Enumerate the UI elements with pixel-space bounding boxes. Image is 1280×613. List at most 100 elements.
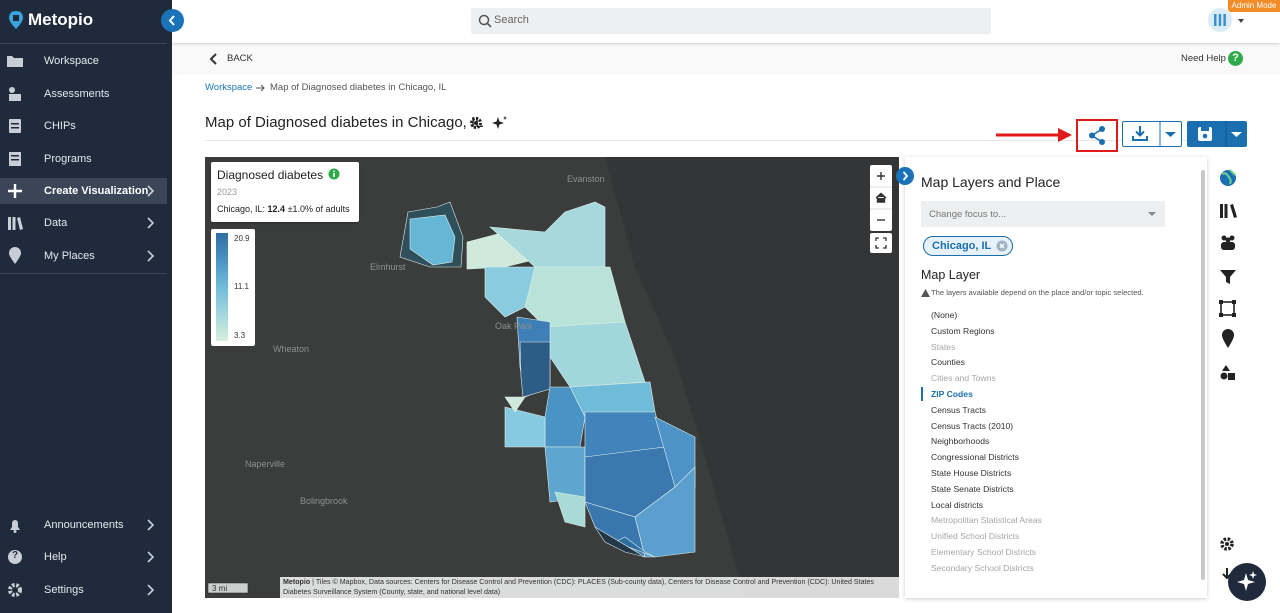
layer-option: Unified School Districts	[931, 531, 1020, 542]
nav-icon	[9, 247, 21, 264]
nav-item[interactable]: Settings	[0, 577, 167, 603]
layer-option[interactable]: Local districts	[931, 499, 984, 510]
legend-place: Chicago, IL:	[217, 204, 266, 214]
nav-icon	[7, 56, 23, 67]
legend-gradient	[216, 233, 228, 341]
map-label: Bolingbrook	[300, 496, 348, 506]
collapse-sidebar[interactable]	[161, 9, 184, 32]
search-placeholder: Search	[494, 14, 529, 26]
nav-item[interactable]: CHIPs	[0, 113, 167, 139]
map-label: Oak Park	[495, 321, 533, 331]
chip-label: Chicago, IL	[932, 240, 992, 252]
nav-item[interactable]: Announcements	[0, 512, 167, 538]
nav-label: My Places	[44, 250, 95, 262]
chevron	[147, 217, 155, 229]
nav-item[interactable]: My Places	[0, 243, 167, 269]
nav-icon	[8, 550, 22, 564]
layer-option[interactable]: ZIP Codes	[931, 389, 973, 399]
selected-indicator	[921, 387, 923, 401]
layer-option: Metropolitan Statistical Areas	[931, 515, 1042, 526]
layer-option: Cities and Towns	[931, 373, 996, 384]
layer-option[interactable]: Census Tracts (2010)	[931, 420, 1014, 431]
legend-summary: Chicago, IL: 12.4 ±1.0% of adults	[217, 204, 350, 214]
fullscreen-button[interactable]	[870, 233, 892, 253]
search-box[interactable]: Search	[471, 8, 991, 34]
panel-collapse[interactable]	[896, 167, 914, 185]
map-label: Wheaton	[273, 344, 309, 354]
layer-option[interactable]: Census Tracts	[931, 404, 986, 415]
scrollbar[interactable]	[1201, 170, 1205, 580]
save-button[interactable]	[1187, 121, 1247, 147]
zoom-controls[interactable]	[870, 165, 892, 231]
focus-dropdown[interactable]: Change focus to...	[921, 201, 1165, 227]
map-label: Elmhurst	[370, 262, 406, 272]
nav-item[interactable]: Programs	[0, 146, 167, 172]
legend-tick: 20.9	[234, 234, 250, 243]
nav-item[interactable]: Data	[0, 210, 167, 236]
sidebar: Metopio Workspace Assessments CHIPs Program…	[0, 0, 172, 613]
legend-tick: 11.1	[234, 282, 249, 291]
scale-bar	[207, 582, 249, 594]
nav-item[interactable]: Help?	[0, 544, 167, 570]
chevron	[147, 185, 155, 197]
nav-label: Help	[44, 551, 67, 563]
breadcrumb-current: Map of Diagnosed diabetes in Chicago, IL	[270, 82, 447, 93]
attribution-source[interactable]: Metopio	[283, 578, 311, 586]
place-chip[interactable]: Chicago, IL	[923, 236, 1013, 256]
scale-bar-label: 3 mi	[212, 584, 227, 593]
warning-icon	[921, 289, 930, 297]
breadcrumb-arrow	[256, 84, 265, 92]
assistant-button[interactable]	[1228, 563, 1266, 601]
need-help[interactable]: Need Help	[1181, 53, 1226, 64]
nav-label: CHIPs	[44, 120, 76, 132]
download-button[interactable]	[1122, 121, 1182, 147]
chevron	[147, 584, 155, 596]
layer-option[interactable]: (None)	[931, 310, 958, 320]
nav-icon	[8, 583, 22, 597]
tool-column[interactable]	[1210, 160, 1246, 595]
divider	[205, 140, 1247, 141]
layer-option[interactable]: State House Districts	[931, 468, 1012, 478]
divider	[0, 273, 167, 274]
nav-label: Programs	[44, 153, 92, 165]
chevron	[147, 551, 155, 563]
logo-icon	[9, 11, 23, 29]
nav-label: Assessments	[44, 88, 110, 100]
map-label: Evanston	[567, 174, 605, 184]
nav-icon	[9, 87, 21, 101]
nav-label: Workspace	[44, 55, 99, 67]
panel-title: Map Layers and Place	[921, 174, 1061, 190]
legend-scale: 20.9 11.1 3.3	[211, 229, 255, 346]
nav-item[interactable]: Assessments	[0, 81, 167, 107]
nav-help-glyph: ?	[11, 550, 19, 561]
attribution-text: | Tiles © Mapbox, Data sources: Centers …	[283, 578, 874, 596]
layer-option[interactable]: Neighborhoods	[931, 436, 990, 447]
map[interactable]: Evanston Elmhurst Oak Park Wheaton Naper…	[205, 157, 899, 598]
layer-heading: Map Layer	[921, 268, 981, 282]
nav-label: Settings	[44, 584, 84, 596]
legend-tick: 3.3	[234, 331, 246, 340]
info-icon[interactable]	[328, 168, 340, 180]
share-button[interactable]	[1076, 119, 1118, 152]
layer-option[interactable]: State Senate Districts	[931, 483, 1014, 494]
brand[interactable]: Metopio	[28, 10, 94, 29]
layer-option[interactable]: Congressional Districts	[931, 452, 1019, 463]
back-button[interactable]: BACK	[227, 53, 253, 64]
layer-option[interactable]: Custom Regions	[931, 325, 995, 336]
nav-icon	[8, 217, 23, 230]
map-attribution: Metopio | Tiles © Mapbox, Data sources: …	[280, 577, 899, 598]
layer-option[interactable]: Counties	[931, 357, 965, 368]
legend-range: ±1.0% of adults	[287, 204, 350, 214]
nav-item[interactable]: Workspace	[0, 48, 167, 74]
divider	[0, 43, 167, 44]
user-menu[interactable]	[1208, 7, 1248, 35]
nav-item[interactable]: Create Visualization	[0, 178, 167, 204]
nav-label: Announcements	[44, 519, 124, 531]
breadcrumb-root[interactable]: Workspace	[205, 82, 253, 93]
help-icon[interactable]: ?	[1228, 51, 1243, 66]
title-icons[interactable]	[468, 115, 510, 131]
topbar: Search Admin Mode	[172, 0, 1280, 43]
annotation-arrow	[996, 128, 1072, 142]
nav-icon	[8, 184, 22, 198]
